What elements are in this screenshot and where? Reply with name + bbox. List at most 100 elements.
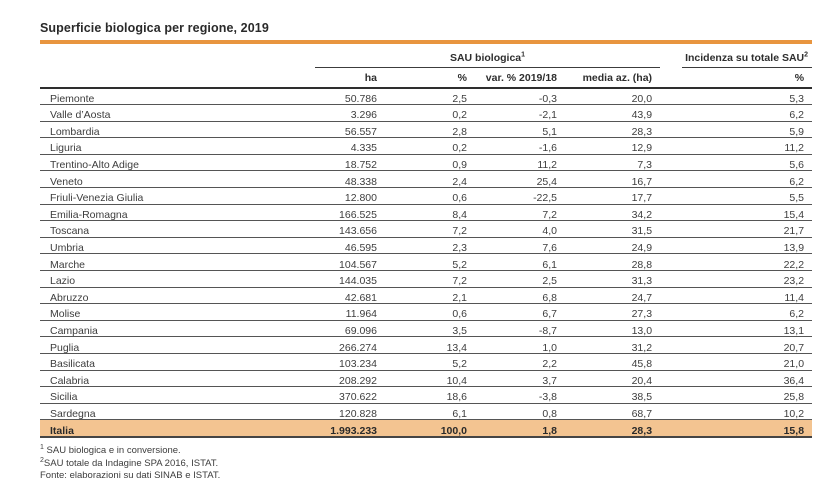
cell-var: 3,7 (475, 370, 565, 388)
cell-pct: 18,6 (385, 386, 475, 404)
cell-pct: 0,2 (385, 137, 475, 155)
column-header-ha: ha (315, 67, 385, 89)
table-row: Veneto 48.338 2,4 25,4 16,7 6,2 (40, 170, 813, 189)
footnote-line: 2SAU totale da Indagine SPA 2016, ISTAT. (40, 456, 219, 469)
group-incidenza-label: Incidenza su totale SAU (685, 52, 805, 64)
cell-ha: 166.525 (315, 204, 385, 222)
cell-var: -0,3 (475, 88, 565, 106)
cell-pct: 7,2 (385, 220, 475, 238)
cell-media: 12,9 (565, 137, 661, 155)
group-sau-footnote-ref: 1 (521, 51, 526, 59)
table-row: Campania 69.096 3,5 -8,7 13,0 13,1 (40, 320, 813, 338)
cell-incidenza: 5,3 (660, 88, 813, 106)
footnote-ref: 1 (40, 444, 44, 452)
cell-ha: 50.786 (315, 88, 385, 106)
cell-var: 6,8 (475, 287, 565, 305)
cell-pct: 2,4 (385, 170, 475, 189)
cell-pct: 8,4 (385, 204, 475, 222)
table-row: Umbria 46.595 2,3 7,6 24,9 13,9 (40, 237, 813, 255)
cell-var: 11,2 (475, 154, 565, 172)
cell-var: 0,8 (475, 403, 565, 421)
cell-incidenza: 10,2 (660, 403, 813, 421)
cell-pct: 2,8 (385, 121, 475, 139)
cell-pct: 3,5 (385, 320, 475, 338)
region-name: Emilia-Romagna (40, 204, 315, 222)
region-name: Calabria (40, 370, 315, 388)
cell-ha: 48.338 (315, 170, 385, 189)
table-row: Toscana 143.656 7,2 4,0 31,5 21,7 (40, 220, 813, 238)
cell-media: 34,2 (565, 204, 661, 222)
table-row: Valle d’Aosta 3.296 0,2 -2,1 43,9 6,2 (40, 104, 813, 122)
cell-pct: 0,6 (385, 303, 475, 321)
table-row: Lombardia 56.557 2,8 5,1 28,3 5,9 (40, 121, 813, 139)
cell-media: 31,3 (565, 270, 661, 288)
total-region-name: Italia (40, 419, 315, 439)
column-header-var: var. % 2019/18 (475, 67, 565, 89)
cell-incidenza: 6,2 (660, 303, 813, 321)
cell-media: 17,7 (565, 187, 661, 205)
cell-incidenza: 5,5 (660, 187, 813, 205)
cell-var: -1,6 (475, 137, 565, 155)
cell-pct: 10,4 (385, 370, 475, 388)
table-row: Emilia-Romagna 166.525 8,4 7,2 34,2 15,4 (40, 204, 813, 222)
cell-ha: 266.274 (315, 336, 385, 354)
cell-ha: 144.035 (315, 270, 385, 288)
cell-ha: 120.828 (315, 403, 385, 421)
cell-incidenza: 36,4 (660, 370, 813, 388)
cell-incidenza: 22,2 (660, 253, 813, 272)
cell-var: 7,6 (475, 237, 565, 255)
cell-ha: 104.567 (315, 253, 385, 272)
group-header-sau-biologica: SAU biologica1 (315, 51, 661, 68)
cell-incidenza: 5,6 (660, 154, 813, 172)
cell-incidenza: 21,7 (660, 220, 813, 238)
cell-incidenza: 5,9 (660, 121, 813, 139)
cell-var: 5,1 (475, 121, 565, 139)
region-name: Liguria (40, 137, 315, 155)
table-footer: Italia 1.993.233 100,0 1,8 28,3 15,8 (40, 419, 813, 439)
cell-media: 45,8 (565, 353, 661, 371)
cell-incidenza: 6,2 (660, 104, 813, 122)
cell-incidenza: 25,8 (660, 386, 813, 404)
cell-var: 6,7 (475, 303, 565, 321)
cell-ha: 42.681 (315, 287, 385, 305)
cell-media: 68,7 (565, 403, 661, 421)
group-sau-label: SAU biologica (449, 52, 522, 64)
cell-media: 7,3 (565, 154, 661, 172)
cell-var: -22,5 (475, 187, 565, 205)
group-header-empty (40, 53, 315, 68)
table-row: Friuli-Venezia Giulia 12.800 0,6 -22,5 17,7 5… (40, 187, 813, 205)
region-name: Sicilia (40, 386, 315, 404)
total-cell-pct: 100,0 (385, 419, 475, 439)
region-name: Piemonte (40, 88, 315, 106)
cell-incidenza: 15,4 (660, 204, 813, 222)
group-header-row: SAU biologica1 Incidenza su totale SAU2 (40, 51, 813, 68)
cell-incidenza: 6,2 (660, 170, 813, 189)
region-name: Trentino-Alto Adige (40, 154, 315, 172)
cell-media: 20,4 (565, 370, 661, 388)
cell-ha: 3.296 (315, 104, 385, 122)
table-row: Molise 11.964 0,6 6,7 27,3 6,2 (40, 303, 813, 321)
group-incidenza-footnote-ref: 2 (804, 51, 809, 59)
region-name: Puglia (40, 336, 315, 354)
total-cell-ha: 1.993.233 (315, 419, 385, 439)
cell-incidenza: 21,0 (660, 353, 813, 371)
cell-incidenza: 13,9 (660, 237, 813, 255)
cell-var: -8,7 (475, 320, 565, 338)
cell-var: 25,4 (475, 170, 565, 189)
table-row: Sardegna 120.828 6,1 0,8 68,7 10,2 (40, 403, 813, 421)
cell-media: 31,2 (565, 336, 661, 354)
cell-incidenza: 11,4 (660, 287, 813, 305)
column-header-region (40, 67, 315, 89)
cell-pct: 13,4 (385, 336, 475, 354)
cell-pct: 0,9 (385, 154, 475, 172)
cell-ha: 4.335 (315, 137, 385, 155)
cell-ha: 370.622 (315, 386, 385, 404)
cell-ha: 46.595 (315, 237, 385, 255)
region-name: Molise (40, 303, 315, 321)
region-name: Campania (40, 320, 315, 338)
cell-incidenza: 13,1 (660, 320, 813, 338)
cell-var: -2,1 (475, 104, 565, 122)
region-name: Sardegna (40, 403, 315, 421)
cell-pct: 7,2 (385, 270, 475, 288)
